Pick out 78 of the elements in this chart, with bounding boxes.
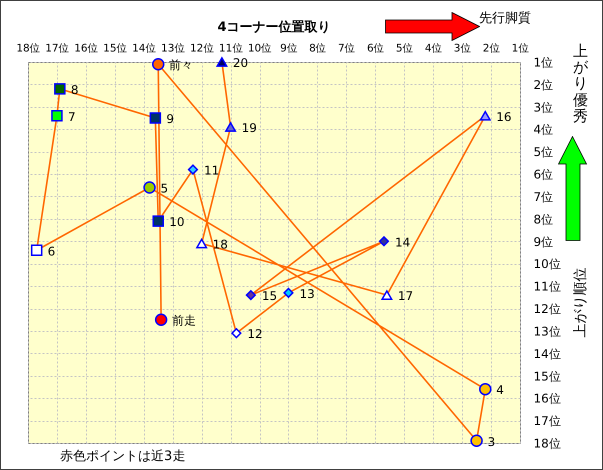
y-tick-label: 6位 bbox=[534, 168, 554, 182]
annotation: 16 bbox=[496, 110, 512, 124]
x-tick-label: 16位 bbox=[74, 42, 99, 54]
point bbox=[225, 122, 236, 132]
y-tick-label: 8位 bbox=[534, 212, 554, 226]
annotation: 4 bbox=[496, 383, 504, 398]
x-tick-label: 4位 bbox=[424, 42, 443, 54]
y-tick-label: 3位 bbox=[534, 100, 554, 114]
y-tick-label: 17位 bbox=[534, 414, 561, 428]
annotation: 9 bbox=[166, 112, 174, 126]
y-tick-label: 2位 bbox=[534, 78, 554, 92]
x-tick-label: 8位 bbox=[309, 42, 327, 54]
x-tick-label: 11位 bbox=[218, 42, 244, 54]
y-tick-label: 5位 bbox=[534, 145, 554, 160]
annotation: 10 bbox=[169, 215, 185, 230]
annotation: 5 bbox=[160, 182, 168, 196]
x-tick-label: 18位 bbox=[16, 42, 41, 54]
annotation: 18 bbox=[212, 238, 228, 252]
annotation: 20 bbox=[232, 56, 248, 70]
y-axis-title: 上がり順位 bbox=[572, 268, 588, 338]
x-tick-label: 15位 bbox=[103, 42, 128, 54]
x-tick-label: 17位 bbox=[45, 42, 70, 54]
x-tick-label: 7位 bbox=[338, 42, 356, 54]
x-tick-label: 12位 bbox=[190, 42, 214, 54]
point bbox=[152, 58, 164, 70]
point bbox=[51, 110, 63, 122]
annotation: 7 bbox=[68, 110, 76, 124]
y-tick-label: 4位 bbox=[534, 122, 554, 137]
x-tick-label: 1位 bbox=[512, 42, 530, 54]
y-tick-label: 1位 bbox=[534, 56, 554, 70]
y-tick-label: 9位 bbox=[534, 234, 554, 249]
y-tick-label: 7位 bbox=[534, 190, 554, 204]
point bbox=[381, 290, 392, 300]
annotation: 11 bbox=[204, 164, 220, 178]
point bbox=[470, 434, 483, 447]
point bbox=[152, 215, 164, 227]
annotation: 3 bbox=[488, 434, 496, 449]
x-tick-label: 2位 bbox=[482, 42, 500, 54]
y-tick-label: 14位 bbox=[534, 346, 561, 361]
x-tick-label: 3位 bbox=[454, 42, 472, 54]
y-tick-label: 16位 bbox=[534, 392, 561, 406]
annotation: 19 bbox=[242, 120, 257, 135]
y-tick-label: 10位 bbox=[534, 257, 561, 272]
x-tick-label: 9位 bbox=[280, 42, 298, 54]
point bbox=[143, 181, 156, 194]
point bbox=[283, 288, 294, 298]
point bbox=[479, 382, 492, 396]
annotation: 13 bbox=[299, 286, 315, 301]
point bbox=[150, 112, 162, 124]
y-tick-label: 13位 bbox=[534, 324, 561, 338]
annotation: 12 bbox=[247, 327, 263, 342]
point bbox=[54, 83, 66, 95]
text: 先行脚質 bbox=[479, 11, 531, 26]
point bbox=[154, 314, 168, 326]
annotation: 前々 bbox=[169, 58, 194, 72]
chart-title: 4コーナー位置取り bbox=[217, 20, 331, 35]
y-tick-label: 18位 bbox=[534, 436, 561, 450]
annotation: 17 bbox=[398, 289, 414, 304]
annotation: 6 bbox=[48, 244, 56, 258]
text: 上がり優秀 bbox=[572, 42, 588, 125]
x-tick-label: 6位 bbox=[366, 42, 385, 54]
x-tick-label: 13位 bbox=[161, 42, 186, 54]
point bbox=[196, 238, 208, 248]
x-tick-label: 5位 bbox=[396, 42, 414, 54]
y-tick-label: 11位 bbox=[534, 280, 561, 294]
point bbox=[188, 164, 198, 175]
annotation: 前走 bbox=[172, 314, 196, 328]
text: 赤色ポイントは近3走 bbox=[60, 449, 186, 464]
x-tick-label: 14位 bbox=[132, 42, 156, 54]
point bbox=[378, 236, 390, 246]
y-tick-label: 12位 bbox=[534, 302, 561, 316]
annotation: 14 bbox=[394, 235, 410, 250]
point bbox=[216, 57, 228, 67]
x-tick-label: 10位 bbox=[248, 42, 272, 54]
annotation: 15 bbox=[262, 289, 278, 304]
point bbox=[246, 290, 256, 300]
y-tick-label: 15位 bbox=[534, 369, 561, 384]
point bbox=[480, 110, 491, 121]
